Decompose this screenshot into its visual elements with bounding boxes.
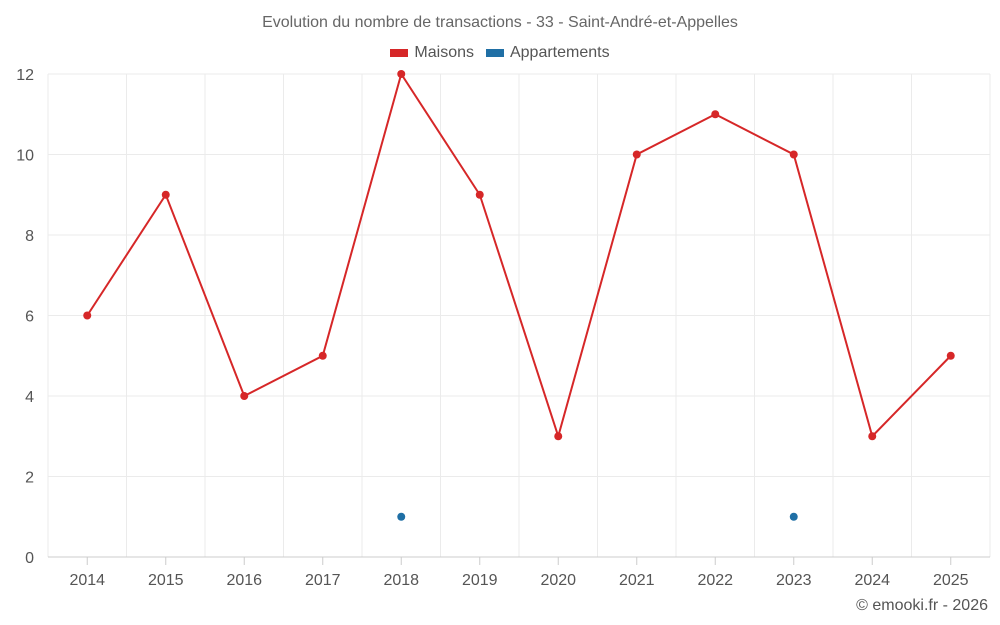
x-tick-label: 2022	[697, 572, 733, 589]
y-tick-label: 6	[25, 309, 34, 326]
y-tick-label: 0	[25, 550, 34, 567]
legend: Maisons Appartements	[0, 44, 1000, 62]
data-point[interactable]	[946, 351, 955, 360]
data-point[interactable]	[397, 512, 406, 521]
legend-label-maisons: Maisons	[414, 44, 474, 61]
x-tick-label: 2025	[933, 572, 969, 589]
series-layer	[83, 70, 955, 521]
legend-item-appartements[interactable]: Appartements	[485, 44, 610, 62]
x-tick-label: 2019	[462, 572, 498, 589]
x-tick-label: 2014	[69, 572, 105, 589]
y-tick-label: 4	[25, 389, 34, 406]
data-point[interactable]	[789, 150, 798, 159]
credit: © emooki.fr - 2026	[856, 597, 988, 614]
y-tick-label: 10	[16, 148, 34, 165]
legend-item-maisons[interactable]: Maisons	[390, 44, 474, 62]
x-tick-label: 2023	[776, 572, 812, 589]
data-point[interactable]	[83, 311, 92, 320]
legend-label-appartements: Appartements	[509, 44, 610, 61]
y-tick-label: 12	[16, 67, 34, 84]
data-point[interactable]	[789, 512, 798, 521]
x-tick-label: 2017	[305, 572, 341, 589]
data-point[interactable]	[475, 190, 484, 199]
data-point[interactable]	[397, 70, 406, 78]
data-point[interactable]	[318, 351, 327, 360]
x-tick-label: 2021	[619, 572, 655, 589]
series-appartements	[397, 512, 798, 521]
data-point[interactable]	[554, 432, 563, 441]
data-point[interactable]	[711, 110, 720, 119]
x-tick-label: 2016	[226, 572, 262, 589]
x-tick-label: 2024	[854, 572, 890, 589]
axes: 0 2 4 6 8 10 12 2014 2015 2016 2017 2018 2019 2020 202…	[16, 67, 990, 589]
y-tick-label: 8	[25, 228, 34, 245]
x-tick-label: 2020	[540, 572, 576, 589]
x-tick-label: 2018	[383, 572, 419, 589]
series-line	[86, 71, 952, 440]
y-tick-label: 2	[25, 470, 34, 487]
grid	[47, 73, 991, 558]
series-maisons	[83, 70, 955, 441]
data-point[interactable]	[161, 190, 170, 199]
data-point[interactable]	[240, 392, 249, 400]
data-point[interactable]	[632, 150, 641, 159]
legend-swatch-appartements	[485, 49, 504, 57]
x-tick-label: 2015	[148, 572, 184, 589]
legend-swatch-maisons	[390, 49, 409, 57]
data-point[interactable]	[868, 432, 877, 441]
chart-title: Evolution du nombre de transactions - 33…	[262, 14, 738, 31]
